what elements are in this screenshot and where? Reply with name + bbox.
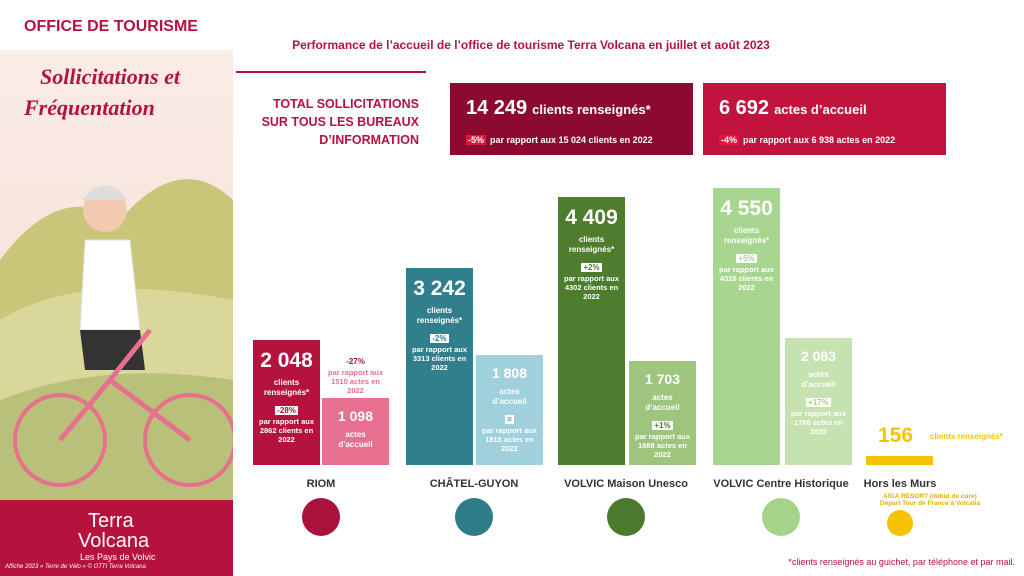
category-label: Hors les Murs: [863, 478, 937, 490]
total-unit: clients renseignés*: [532, 102, 651, 117]
unit-label: clients renseignés*: [416, 305, 463, 325]
bar: 4 409 clients renseignés* +2% par rapport a…: [558, 196, 625, 465]
total-row: 6 692 actes d’accueil: [719, 97, 867, 120]
chart-title: Performance de l’accueil de l’office de …: [292, 38, 770, 52]
category-label: CHÂTEL-GUYON: [429, 478, 519, 490]
value-label: 1 703: [644, 371, 681, 388]
compare: par rapport aux 4302 clients en 2022: [564, 273, 620, 301]
unit-label: clients renseignés*: [263, 378, 310, 398]
compare: par rapport aux 4326 clients en 2022: [719, 265, 775, 292]
footnote: *clients renseignés au guichet, par télé…: [788, 557, 1015, 567]
total-value: 6 692: [719, 97, 770, 119]
total-box: 14 249 clients renseignés* -5% par rapport …: [450, 83, 693, 155]
unit-label: actes d’accueil: [338, 430, 373, 450]
brand-sub: Les Pays de Volvic: [80, 552, 156, 562]
change-badge: =: [505, 414, 514, 424]
change-badge: +17%: [806, 398, 831, 408]
hors-note: AÏGA RESORT (début de cure) Départ Tour …: [879, 493, 981, 507]
brand: Volcana: [78, 530, 150, 552]
total-value: 14 249: [466, 97, 528, 119]
category-label: VOLVIC Centre Historique: [713, 478, 849, 490]
change-badge: +5%: [736, 254, 757, 263]
value-label: 4 409: [565, 205, 618, 229]
value-label: 156: [878, 423, 914, 447]
compare: par rapport aux 1815 actes en 2022: [482, 425, 538, 453]
office: OFFICE DE TOURISME: [24, 18, 198, 35]
change-badge: +1%: [652, 421, 673, 431]
total-label: SUR TOUS LES BUREAUX: [261, 115, 419, 129]
value-label: 2 083: [800, 348, 837, 365]
illustration: [0, 0, 233, 576]
total-label: TOTAL SOLLICITATIONS: [272, 97, 419, 111]
total-compare: par rapport aux 6 938 actes en 2022: [743, 135, 896, 145]
category-label: VOLVIC Maison Unesco: [564, 478, 688, 490]
value-label: 2 048: [260, 349, 313, 373]
unit-label: actes d’accueil: [801, 370, 836, 390]
bar: 4 550 clients renseignés* +5% par rapport a…: [713, 188, 780, 465]
unit-label: clients renseignés*: [568, 234, 615, 254]
unit-label: clients renseignés*: [723, 226, 770, 245]
annotation: -27% par rapport aux 1510 actes en 2022: [322, 353, 389, 397]
compare: par rapport aux 1688 actes en 2022: [635, 432, 691, 460]
value-label: 4 550: [720, 197, 773, 220]
category-label: RIOM: [306, 478, 336, 490]
total-compare-row: -5% par rapport aux 15 024 clients en 202…: [466, 135, 653, 145]
compare: par rapport aux 1510 actes en 2022: [328, 368, 384, 396]
total-row: 14 249 clients renseignés*: [466, 97, 651, 120]
bar: 2 083 actes d’accueil +17% par rapport aux …: [785, 338, 852, 465]
bar: [866, 455, 933, 465]
compare: par rapport aux 3313 clients en 2022: [412, 344, 468, 372]
total-box: 6 692 actes d’accueil -4% par rapport aux 6…: [703, 83, 946, 155]
bar: 2 048 clients renseignés* -28% par rapport …: [253, 340, 320, 465]
bar: 1 703 actes d’accueil +1% par rapport aux 1…: [629, 361, 696, 465]
total-change: -4%: [719, 135, 740, 145]
panel-title: Fréquentation: [24, 95, 155, 120]
bar: 1 808 actes d’accueil = par rapport aux 181…: [476, 354, 543, 465]
rule: [236, 71, 426, 73]
total-compare: par rapport aux 15 024 clients en 2022: [490, 135, 653, 145]
value-label: 1 808: [491, 364, 528, 381]
unit-label: actes d’accueil: [492, 386, 527, 406]
brand: Terra: [88, 510, 134, 532]
change-badge: -27%: [344, 357, 367, 367]
total-unit: actes d’accueil: [774, 102, 867, 117]
bar: 3 242 clients renseignés* -2% par rapport a…: [406, 267, 473, 465]
value-label: 3 242: [413, 276, 466, 300]
category-icon: [762, 498, 800, 536]
total-compare-row: -4% par rapport aux 6 938 actes en 2022: [719, 135, 895, 145]
total-change: -5%: [466, 135, 487, 145]
category-icon: [887, 510, 913, 536]
compare: par rapport aux 1786 actes en 2022: [791, 409, 847, 437]
credit: Affiche 2023 « Terre de Vélo » © OTTI Te…: [5, 564, 146, 570]
change-badge: -2%: [430, 333, 449, 343]
category-icon: [302, 498, 340, 536]
unit-label: actes d’accueil: [645, 393, 680, 413]
category-icon: [455, 498, 493, 536]
category-icon: [607, 498, 645, 536]
change-badge: +2%: [581, 262, 602, 272]
value-label: 1 098: [337, 408, 374, 425]
unit-label: clients renseignés*: [930, 431, 1003, 441]
bar: 1 098 actes d’accueil: [322, 398, 389, 465]
total-label: D’INFORMATION: [319, 133, 419, 147]
change-badge: -28%: [275, 406, 298, 416]
panel-title: Sollicitations et: [40, 64, 180, 89]
compare: par rapport aux 2862 clients en 2022: [259, 417, 315, 445]
